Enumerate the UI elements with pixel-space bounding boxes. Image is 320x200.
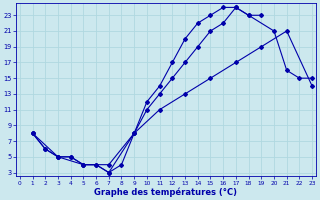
X-axis label: Graphe des températures (°C): Graphe des températures (°C) [94,187,237,197]
